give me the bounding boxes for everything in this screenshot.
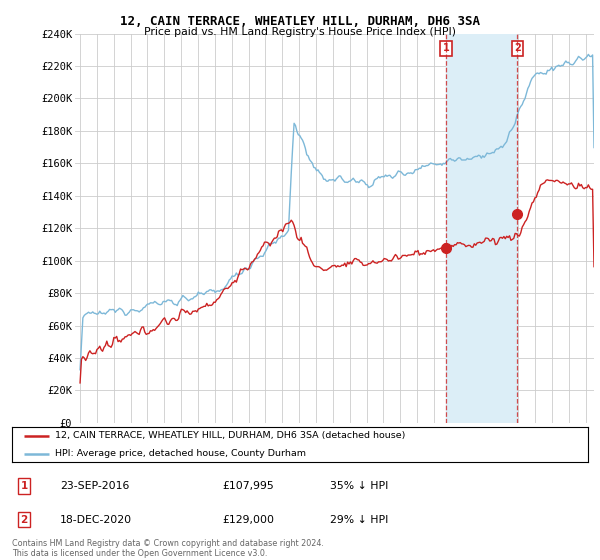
Text: 2: 2	[20, 515, 28, 525]
Text: Contains HM Land Registry data © Crown copyright and database right 2024.
This d: Contains HM Land Registry data © Crown c…	[12, 539, 324, 558]
Text: 18-DEC-2020: 18-DEC-2020	[60, 515, 132, 525]
Text: 29% ↓ HPI: 29% ↓ HPI	[330, 515, 388, 525]
Text: 12, CAIN TERRACE, WHEATLEY HILL, DURHAM, DH6 3SA: 12, CAIN TERRACE, WHEATLEY HILL, DURHAM,…	[120, 15, 480, 27]
Text: 23-SEP-2016: 23-SEP-2016	[60, 481, 130, 491]
Text: 12, CAIN TERRACE, WHEATLEY HILL, DURHAM, DH6 3SA (detached house): 12, CAIN TERRACE, WHEATLEY HILL, DURHAM,…	[55, 431, 406, 440]
Text: £129,000: £129,000	[222, 515, 274, 525]
Text: 1: 1	[443, 43, 449, 53]
Bar	[446, 34, 517, 423]
Text: 1: 1	[20, 481, 28, 491]
Text: £107,995: £107,995	[222, 481, 274, 491]
Text: HPI: Average price, detached house, County Durham: HPI: Average price, detached house, Coun…	[55, 449, 306, 458]
Text: 2: 2	[514, 43, 521, 53]
Text: 35% ↓ HPI: 35% ↓ HPI	[330, 481, 388, 491]
Text: Price paid vs. HM Land Registry's House Price Index (HPI): Price paid vs. HM Land Registry's House …	[144, 27, 456, 37]
